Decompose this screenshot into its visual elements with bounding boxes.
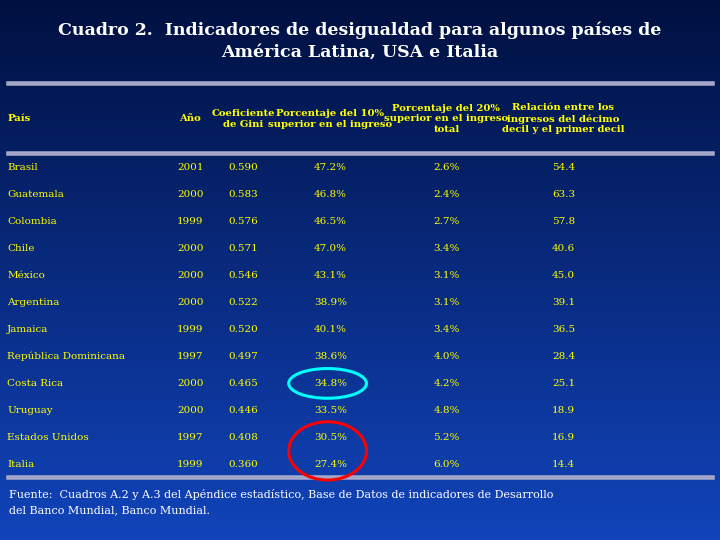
Text: Año: Año [179,114,201,123]
Text: 2000: 2000 [177,190,203,199]
Text: 40.6: 40.6 [552,244,575,253]
Text: 46.8%: 46.8% [314,190,347,199]
Text: 0.446: 0.446 [228,406,258,415]
Text: Coeficiente
de Gini: Coeficiente de Gini [212,109,275,129]
Text: 2000: 2000 [177,244,203,253]
Text: 57.8: 57.8 [552,217,575,226]
Text: 3.1%: 3.1% [433,271,459,280]
Text: 2000: 2000 [177,298,203,307]
Text: Guatemala: Guatemala [7,190,64,199]
Text: País: País [7,114,30,123]
Text: 3.1%: 3.1% [433,298,459,307]
Text: 2000: 2000 [177,379,203,388]
Text: 34.8%: 34.8% [314,379,347,388]
Text: 0.465: 0.465 [228,379,258,388]
Text: Argentina: Argentina [7,298,60,307]
Text: 36.5: 36.5 [552,325,575,334]
Text: 5.2%: 5.2% [433,433,459,442]
Text: 1997: 1997 [177,352,203,361]
Text: Porcentaje del 20%
superior en el ingreso
total: Porcentaje del 20% superior en el ingres… [384,104,508,134]
Text: 46.5%: 46.5% [314,217,347,226]
Text: 40.1%: 40.1% [314,325,347,334]
Text: Brasil: Brasil [7,163,38,172]
Text: 4.2%: 4.2% [433,379,459,388]
Text: 1999: 1999 [177,460,203,469]
Text: 43.1%: 43.1% [314,271,347,280]
Text: 1997: 1997 [177,433,203,442]
Text: Costa Rica: Costa Rica [7,379,63,388]
Text: 28.4: 28.4 [552,352,575,361]
Text: 3.4%: 3.4% [433,325,459,334]
Text: 6.0%: 6.0% [433,460,459,469]
Text: Porcentaje del 10%
superior en el ingreso: Porcentaje del 10% superior en el ingres… [269,109,392,129]
Text: 18.9: 18.9 [552,406,575,415]
Text: 1999: 1999 [177,217,203,226]
Text: Fuente:  Cuadros A.2 y A.3 del Apéndice estadístico, Base de Datos de indicadore: Fuente: Cuadros A.2 y A.3 del Apéndice e… [9,489,553,500]
Text: 47.0%: 47.0% [314,244,347,253]
Text: 4.0%: 4.0% [433,352,459,361]
Text: 2001: 2001 [177,163,203,172]
Text: 2.7%: 2.7% [433,217,459,226]
Text: Estados Unidos: Estados Unidos [7,433,89,442]
Text: Cuadro 2.  Indicadores de desigualdad para algunos países de: Cuadro 2. Indicadores de desigualdad par… [58,22,662,39]
Text: 3.4%: 3.4% [433,244,459,253]
Text: 0.576: 0.576 [228,217,258,226]
Text: 0.571: 0.571 [228,244,258,253]
Text: 0.522: 0.522 [228,298,258,307]
Text: 0.360: 0.360 [228,460,258,469]
Text: 2000: 2000 [177,271,203,280]
Text: 47.2%: 47.2% [314,163,347,172]
Text: 0.408: 0.408 [228,433,258,442]
Text: México: México [7,271,45,280]
Text: 25.1: 25.1 [552,379,575,388]
Text: 63.3: 63.3 [552,190,575,199]
Text: 16.9: 16.9 [552,433,575,442]
Text: Italia: Italia [7,460,35,469]
Text: 1999: 1999 [177,325,203,334]
Text: Uruguay: Uruguay [7,406,53,415]
Text: República Dominicana: República Dominicana [7,352,125,361]
Text: Chile: Chile [7,244,35,253]
Text: 38.6%: 38.6% [314,352,347,361]
Text: 0.590: 0.590 [228,163,258,172]
Text: 39.1: 39.1 [552,298,575,307]
Text: 2.6%: 2.6% [433,163,459,172]
Text: 14.4: 14.4 [552,460,575,469]
Text: 2.4%: 2.4% [433,190,459,199]
Text: 0.546: 0.546 [228,271,258,280]
Text: América Latina, USA e Italia: América Latina, USA e Italia [222,43,498,60]
Text: Colombia: Colombia [7,217,57,226]
Text: 27.4%: 27.4% [314,460,347,469]
Text: 2000: 2000 [177,406,203,415]
Text: 45.0: 45.0 [552,271,575,280]
Text: 30.5%: 30.5% [314,433,347,442]
Text: Relación entre los
ingresos del décimo
decil y el primer decil: Relación entre los ingresos del décimo d… [502,103,625,134]
Text: 4.8%: 4.8% [433,406,459,415]
Text: 54.4: 54.4 [552,163,575,172]
Text: 38.9%: 38.9% [314,298,347,307]
Text: 33.5%: 33.5% [314,406,347,415]
Text: 0.583: 0.583 [228,190,258,199]
Text: del Banco Mundial, Banco Mundial.: del Banco Mundial, Banco Mundial. [9,505,210,515]
Text: 0.520: 0.520 [228,325,258,334]
Text: 0.497: 0.497 [228,352,258,361]
Text: Jamaica: Jamaica [7,325,48,334]
